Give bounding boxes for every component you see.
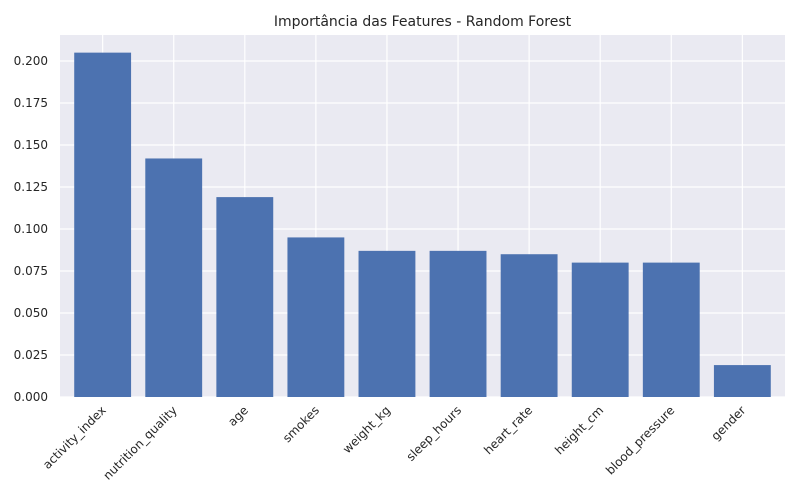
x-tick-label: weight_kg xyxy=(340,403,393,456)
y-tick-label: 0.100 xyxy=(14,222,48,236)
x-tick-label: nutrition_quality xyxy=(100,403,179,482)
y-tick-label: 0.175 xyxy=(14,96,48,110)
chart-title: Importância das Features - Random Forest xyxy=(274,14,572,30)
bar-heart-rate[interactable] xyxy=(500,254,558,397)
x-tick-label: age xyxy=(225,403,251,429)
y-tick-label: 0.025 xyxy=(14,348,48,362)
bar-blood-pressure[interactable] xyxy=(642,262,700,397)
bars xyxy=(74,52,771,397)
y-tick-label: 0.075 xyxy=(14,264,48,278)
x-tick-label: sleep_hours xyxy=(404,403,465,464)
x-tick-label: smokes xyxy=(280,403,322,445)
y-tick-label: 0.125 xyxy=(14,180,48,194)
bar-height-cm[interactable] xyxy=(571,262,629,397)
x-tick-label: blood_pressure xyxy=(603,403,677,477)
x-tick-label: height_cm xyxy=(552,403,606,457)
y-axis-tick-labels: 0.000 0.025 0.050 0.075 0.100 0.125 0.150 0.175… xyxy=(14,54,48,404)
y-tick-label: 0.050 xyxy=(14,306,48,320)
y-tick-label: 0.150 xyxy=(14,138,48,152)
bar-sleep-hours[interactable] xyxy=(429,250,487,397)
y-tick-label: 0.000 xyxy=(14,390,48,404)
bar-gender[interactable] xyxy=(713,365,771,397)
x-tick-label: gender xyxy=(708,403,748,443)
x-tick-label: heart_rate xyxy=(481,403,535,457)
bar-smokes[interactable] xyxy=(287,237,345,397)
y-tick-label: 0.200 xyxy=(14,54,48,68)
bar-age[interactable] xyxy=(216,197,274,397)
bar-activity-index[interactable] xyxy=(74,52,132,397)
x-tick-label: activity_index xyxy=(40,403,109,472)
bar-weight-kg[interactable] xyxy=(358,250,416,397)
bar-nutrition-quality[interactable] xyxy=(145,158,203,397)
